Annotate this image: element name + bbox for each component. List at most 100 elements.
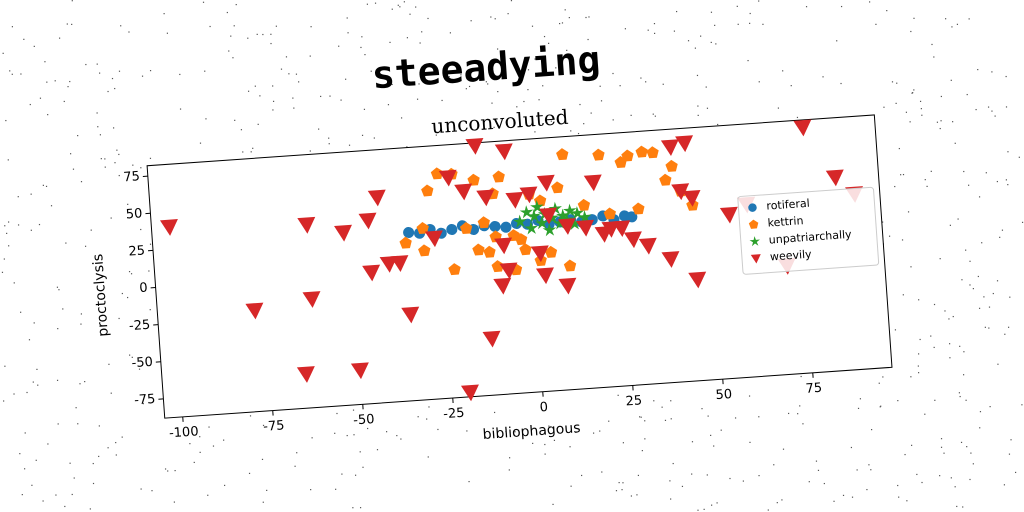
- noise-dot: [544, 443, 546, 446]
- y-tick-label: -75: [134, 392, 156, 408]
- noise-dot: [933, 346, 935, 349]
- noise-dot: [701, 408, 703, 410]
- x-axis-label: bibliophagous: [482, 420, 581, 443]
- noise-dot: [353, 434, 355, 436]
- noise-dot: [212, 445, 215, 447]
- noise-dot: [737, 23, 739, 25]
- noise-dot: [543, 35, 546, 38]
- noise-dot: [4, 225, 6, 227]
- noise-dot: [311, 437, 313, 439]
- noise-dot: [782, 448, 785, 450]
- noise-dot: [39, 97, 42, 99]
- scatter-point: [635, 145, 648, 158]
- scatter-point: [245, 302, 264, 320]
- noise-dot: [697, 509, 699, 511]
- noise-dot: [72, 168, 75, 170]
- y-tick-label: 50: [125, 206, 143, 222]
- scatter-point: [350, 362, 369, 380]
- noise-dot: [965, 399, 967, 401]
- noise-dot: [583, 123, 585, 125]
- noise-dot: [73, 477, 75, 479]
- noise-dot: [80, 181, 83, 183]
- noise-dot: [1021, 221, 1024, 223]
- noise-dot: [921, 481, 923, 484]
- noise-dot: [991, 110, 993, 112]
- noise-dot: [262, 33, 264, 36]
- noise-dot: [924, 413, 926, 415]
- noise-dot: [118, 70, 121, 72]
- scatter-point: [159, 219, 178, 236]
- noise-dot: [930, 170, 932, 172]
- noise-dot: [338, 45, 340, 47]
- noise-dot: [508, 469, 510, 471]
- noise-dot: [881, 221, 884, 223]
- noise-dot: [662, 83, 664, 85]
- noise-dot: [96, 112, 98, 114]
- noise-dot: [399, 6, 401, 8]
- noise-dot: [575, 431, 577, 433]
- noise-dot: [919, 338, 921, 341]
- legend-label: kettrin: [767, 214, 804, 229]
- noise-dot: [673, 30, 676, 32]
- noise-dot: [758, 0, 760, 2]
- noise-dot: [493, 126, 495, 128]
- noise-dot: [20, 73, 22, 75]
- noise-dot: [710, 11, 713, 13]
- noise-dot: [31, 484, 33, 486]
- noise-dot: [661, 406, 663, 408]
- scatter-point: [499, 262, 518, 280]
- noise-dot: [979, 411, 982, 413]
- noise-dot: [749, 22, 751, 24]
- noise-dot: [293, 107, 295, 109]
- noise-dot: [950, 79, 952, 81]
- noise-dot: [149, 243, 152, 245]
- noise-dot: [57, 423, 59, 425]
- scatter-point: [459, 222, 473, 235]
- noise-dot: [851, 496, 854, 498]
- noise-dot: [448, 76, 450, 78]
- noise-dot: [58, 37, 61, 39]
- noise-dot: [354, 474, 357, 476]
- noise-dot: [954, 142, 956, 144]
- noise-dot: [352, 409, 355, 411]
- scatter-point: [477, 216, 490, 229]
- noise-dot: [978, 307, 981, 309]
- noise-dot: [228, 50, 230, 52]
- noise-dot: [983, 296, 985, 298]
- scatter-point: [302, 291, 321, 308]
- noise-dot: [128, 31, 130, 33]
- noise-dot: [21, 494, 23, 496]
- scatter-point: [297, 216, 316, 234]
- noise-dot: [566, 49, 568, 51]
- noise-dot: [248, 472, 251, 475]
- scatter-point: [367, 189, 386, 207]
- noise-dot: [963, 351, 965, 353]
- y-tick-label: -25: [129, 318, 151, 334]
- noise-dot: [963, 374, 965, 376]
- noise-dot: [996, 180, 998, 183]
- noise-dot: [559, 22, 561, 25]
- scatter-point: [539, 207, 557, 225]
- noise-dot: [570, 130, 572, 132]
- noise-dot: [400, 438, 402, 440]
- scatter-point: [399, 236, 412, 249]
- noise-dot: [918, 299, 920, 301]
- noise-dot: [538, 99, 540, 101]
- noise-dot: [118, 153, 120, 156]
- noise-dot: [787, 412, 790, 415]
- noise-dot: [636, 494, 638, 496]
- noise-dot: [527, 69, 530, 71]
- noise-dot: [992, 292, 994, 295]
- noise-dot: [697, 105, 699, 107]
- noise-dot: [234, 119, 236, 121]
- noise-dot: [994, 115, 996, 117]
- noise-dot: [934, 399, 936, 401]
- noise-dot: [833, 500, 835, 502]
- noise-dot: [960, 441, 963, 444]
- noise-dot: [110, 217, 112, 219]
- noise-dot: [988, 327, 990, 329]
- scatter-point: [390, 255, 409, 272]
- noise-dot: [891, 81, 894, 83]
- noise-dot: [972, 288, 974, 290]
